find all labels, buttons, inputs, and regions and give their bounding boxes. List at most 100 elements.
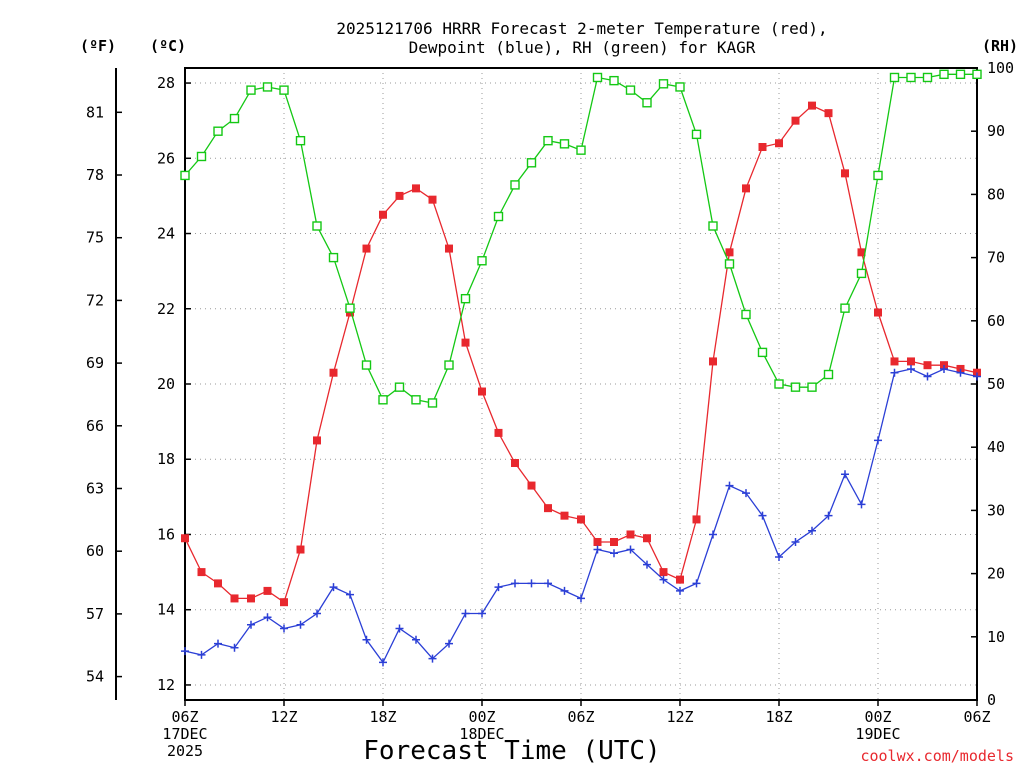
dewpoint-point <box>643 560 651 569</box>
rh-point <box>510 180 520 190</box>
rh-point <box>922 72 933 83</box>
celsius-tick-label: 20 <box>157 375 175 393</box>
series-layer <box>180 69 982 667</box>
dewpoint-point <box>775 553 783 562</box>
rh-tick-label: 20 <box>987 565 1005 583</box>
temperature-point <box>577 515 585 524</box>
rh-point <box>427 398 438 408</box>
x-tick-label: 18DEC <box>459 725 504 743</box>
temperature-point <box>841 169 849 178</box>
rh-point <box>873 170 883 181</box>
temperature-point <box>692 515 701 524</box>
dewpoint-point <box>791 538 800 546</box>
rh-point <box>328 252 339 263</box>
credit-text: coolwx.com/models <box>860 747 1014 765</box>
rh-point <box>906 72 916 83</box>
temperature-point <box>593 538 602 546</box>
dewpoint-point <box>626 545 635 554</box>
dewpoint-point <box>461 609 470 618</box>
rh-point <box>262 82 273 92</box>
dewpoint-point <box>940 364 948 373</box>
temperature-point <box>725 248 734 257</box>
temperature-point <box>494 428 503 437</box>
x-tick-label: 2025 <box>167 742 203 760</box>
rh-tick-label: 30 <box>987 501 1005 519</box>
temperature-point <box>181 534 189 543</box>
rh-point <box>361 360 372 370</box>
x-axis-label: Forecast Time (UTC) <box>363 736 660 766</box>
temperature-point <box>659 568 668 577</box>
rh-tick-label: 60 <box>987 312 1005 330</box>
rh-point <box>939 69 949 80</box>
dewpoint-point <box>593 545 602 554</box>
rh-point <box>576 145 586 155</box>
chart-title-line-1: 2025121706 HRRR Forecast 2-meter Tempera… <box>336 19 827 38</box>
temperature-point <box>329 368 338 377</box>
dewpoint-point <box>527 579 536 588</box>
temperature-point <box>395 191 404 200</box>
rh-point <box>609 75 619 86</box>
dewpoint-point <box>428 654 437 663</box>
celsius-tick-label: 28 <box>157 74 175 92</box>
dewpoint-point <box>841 470 849 479</box>
temperature-point <box>511 459 519 467</box>
x-tick-label: 00Z <box>864 708 891 726</box>
rh-point <box>889 72 900 83</box>
dewpoint-point <box>577 594 585 603</box>
fahrenheit-tick-label: 66 <box>86 417 104 435</box>
dewpoint-point <box>676 586 684 595</box>
rh-tick-label: 70 <box>987 249 1005 267</box>
rh-point <box>345 303 355 313</box>
rh-point <box>790 382 801 392</box>
rh-tick-label: 0 <box>987 691 996 709</box>
x-tick-label: 12Z <box>270 708 297 726</box>
rh-tick-label: 80 <box>987 185 1005 203</box>
rh-point <box>840 303 850 313</box>
rh-tick-label: 90 <box>987 122 1005 140</box>
dewpoint-point <box>824 511 833 520</box>
dewpoint-point <box>230 643 239 652</box>
dewpoint-point <box>874 436 882 445</box>
grid-layer <box>185 68 977 700</box>
temperature-point <box>461 338 470 347</box>
dewpoint-point <box>890 368 899 377</box>
x-tick-label: 19DEC <box>855 725 900 743</box>
rh-point <box>708 221 718 231</box>
dewpoint-point <box>725 481 734 490</box>
rh-point <box>691 129 702 140</box>
temperature-point <box>775 139 783 148</box>
fahrenheit-tick-label: 63 <box>86 479 104 497</box>
temperature-point <box>626 530 635 539</box>
fahrenheit-tick-label: 54 <box>86 668 104 686</box>
temperature-point <box>824 109 833 118</box>
rh-point <box>411 395 421 405</box>
temperature-point <box>742 184 750 193</box>
rh-point <box>460 293 471 304</box>
dewpoint-point <box>247 620 255 629</box>
rh-point <box>592 72 603 83</box>
fahrenheit-tick-label: 57 <box>86 605 104 623</box>
rh-point <box>378 395 388 405</box>
rh-point <box>675 82 685 92</box>
temperature-point <box>857 248 866 257</box>
temperature-point <box>214 579 222 588</box>
rh-point <box>526 158 537 168</box>
temperature-point <box>247 594 255 603</box>
fahrenheit-tick-label: 75 <box>86 229 104 247</box>
dewpoint-point <box>280 624 288 633</box>
temperature-point <box>709 357 717 366</box>
rh-point <box>477 256 487 266</box>
celsius-tick-label: 22 <box>157 300 175 318</box>
rh-point <box>246 85 256 95</box>
celsius-tick-label: 26 <box>157 149 175 167</box>
x-tick-label: 18Z <box>369 708 396 726</box>
dewpoint-point <box>379 658 387 667</box>
fahrenheit-tick-label: 78 <box>86 166 104 184</box>
dewpoint-point <box>808 526 816 535</box>
rh-point <box>774 379 784 389</box>
rh-point <box>213 126 223 136</box>
rh-point <box>312 221 322 231</box>
dewpoint-point <box>692 579 701 588</box>
rh-unit-label: (RH) <box>982 37 1018 55</box>
dewpoint-point <box>511 579 519 588</box>
